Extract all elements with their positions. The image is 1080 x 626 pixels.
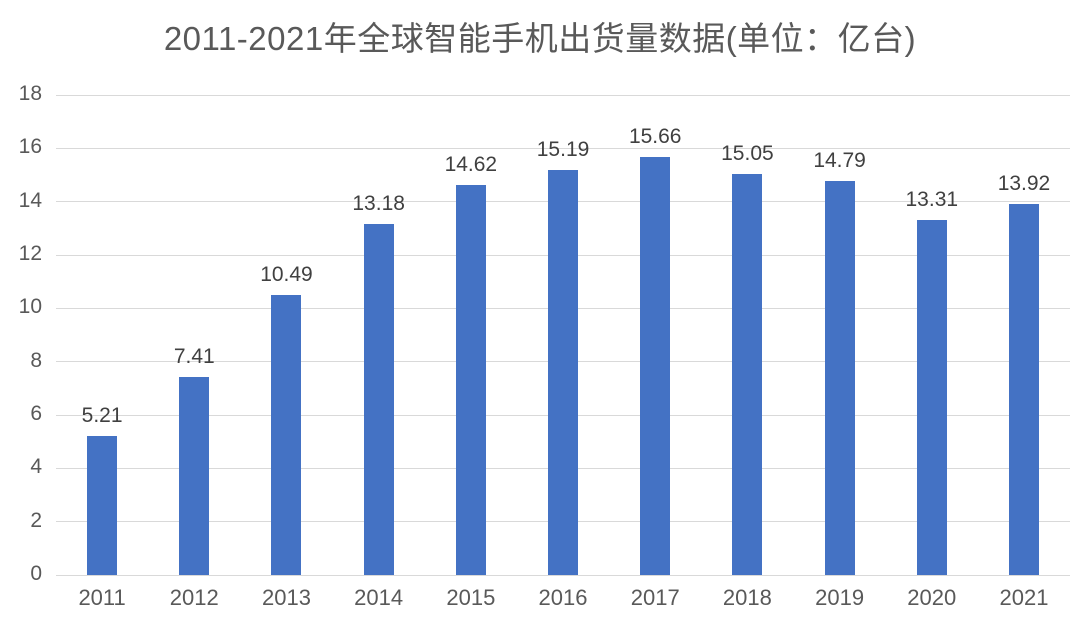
bar-2014	[363, 223, 394, 575]
bar-2018	[732, 173, 763, 575]
bar-value-label: 5.21	[81, 404, 123, 428]
y-axis-tick-label: 14	[18, 188, 42, 212]
y-axis-tick-label: 10	[18, 295, 42, 319]
bar-value-label: 15.19	[536, 137, 590, 161]
y-axis-tick-label: 4	[30, 455, 42, 479]
bar-value-label: 10.49	[260, 263, 313, 287]
bar-2017	[640, 157, 671, 575]
x-axis-tick-label: 2017	[630, 585, 680, 610]
bar-2011	[87, 436, 118, 575]
x-axis-tick-label: 2016	[538, 585, 588, 610]
bar-column: 14.79	[794, 95, 886, 575]
bars-row: 5.21 7.41 10.49 13.18 14.62 15.19 15.66 15.05 14…	[56, 95, 1070, 575]
bar-value-label: 7.41	[173, 345, 215, 369]
bar-2019	[824, 180, 855, 575]
bar-2021	[1008, 203, 1039, 575]
x-axis-tick-label: 2020	[907, 585, 957, 610]
bar-column: 13.31	[886, 95, 978, 575]
bar-column: 5.21	[56, 95, 148, 575]
bar-column: 7.41	[148, 95, 240, 575]
bar-2015	[455, 185, 486, 575]
bar-column: 13.18	[333, 95, 425, 575]
bar-column: 14.62	[425, 95, 517, 575]
bar-value-label: 14.62	[444, 153, 498, 177]
bar-value-label: 13.18	[352, 191, 405, 215]
x-axis: 2011 2012 2013 2014 2015 2016 2017 2018 2019 2020…	[56, 585, 1070, 611]
x-axis-tick-label: 2011	[78, 585, 126, 610]
bar-column: 15.66	[609, 95, 701, 575]
y-axis-tick-label: 16	[18, 135, 42, 159]
x-axis-tick-label: 2012	[169, 585, 219, 610]
bar-column: 10.49	[240, 95, 332, 575]
x-axis-tick-label: 2014	[354, 585, 404, 610]
x-axis-tick-label: 2013	[261, 585, 311, 610]
gridline	[56, 147, 1070, 149]
bar-2016	[548, 169, 579, 575]
y-axis-tick-label: 12	[18, 242, 42, 265]
gridline	[56, 94, 1070, 96]
y-axis-tick-label: 6	[30, 402, 42, 425]
bar-value-label: 14.79	[813, 148, 866, 172]
bar-value-label: 15.66	[628, 125, 682, 149]
x-axis-tick-label: 2015	[446, 585, 496, 610]
chart-title: 2011-2021年全球智能手机出货量数据(单位：亿台)	[163, 20, 917, 57]
bar-column: 15.05	[701, 95, 793, 575]
y-axis-tick-label: 2	[30, 508, 42, 532]
bar-value-label: 15.05	[721, 141, 774, 165]
x-axis-tick-label: 2021	[999, 585, 1049, 610]
bar-2012	[179, 377, 210, 575]
bar-column: 15.19	[517, 95, 609, 575]
x-axis-tick-label: 2019	[815, 585, 865, 610]
bar-2020	[916, 220, 947, 575]
y-axis-tick-label: 8	[30, 348, 42, 372]
bar-value-label: 13.31	[905, 188, 959, 212]
y-axis-tick-label: 0	[30, 562, 42, 585]
bar-value-label: 13.92	[997, 171, 1051, 195]
bar-2013	[271, 295, 302, 575]
x-axis-tick-label: 2018	[722, 585, 772, 610]
bar-column: 13.92	[978, 95, 1070, 575]
y-axis-tick-label: 18	[18, 82, 42, 105]
gridline	[56, 574, 1070, 576]
